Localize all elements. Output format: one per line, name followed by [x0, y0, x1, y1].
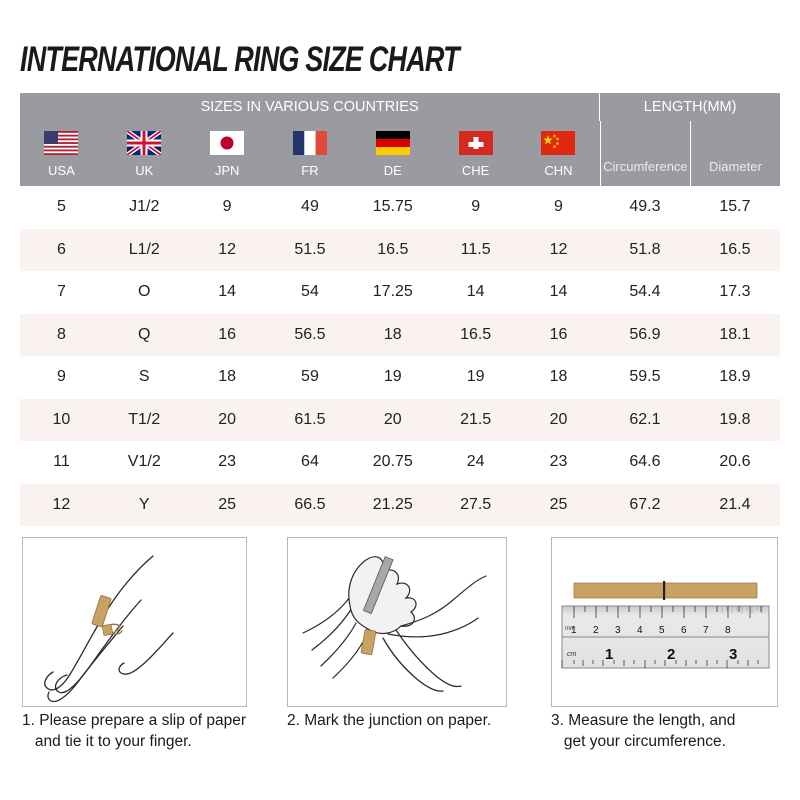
- svg-text:cm: cm: [567, 651, 577, 658]
- svg-text:2: 2: [593, 625, 599, 636]
- svg-text:3: 3: [729, 646, 737, 663]
- svg-text:4: 4: [637, 625, 643, 636]
- svg-text:8: 8: [725, 625, 731, 636]
- svg-text:1: 1: [605, 646, 613, 663]
- svg-text:3: 3: [615, 625, 621, 636]
- svg-text:1: 1: [571, 625, 577, 636]
- svg-text:5: 5: [659, 625, 665, 636]
- svg-text:7: 7: [703, 625, 709, 636]
- svg-text:6: 6: [681, 625, 687, 636]
- svg-text:2: 2: [667, 646, 675, 663]
